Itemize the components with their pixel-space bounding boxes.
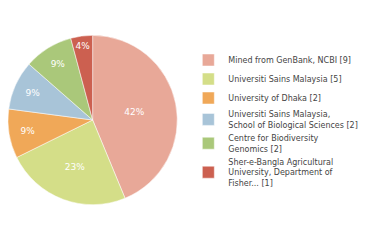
- svg-text:23%: 23%: [65, 162, 85, 172]
- svg-text:Mined from GenBank, NCBI [9]: Mined from GenBank, NCBI [9]: [228, 56, 351, 65]
- svg-text:42%: 42%: [124, 107, 144, 117]
- svg-text:Sher-e-Bangla AgriculturalUniv: Sher-e-Bangla AgriculturalUniversity, De…: [228, 158, 333, 188]
- svg-text:Universiti Sains Malaysia,Scho: Universiti Sains Malaysia,School of Biol…: [228, 110, 358, 129]
- svg-text:9%: 9%: [26, 88, 41, 98]
- svg-text:University of Dhaka [2]: University of Dhaka [2]: [228, 94, 321, 103]
- svg-text:Universiti Sains Malaysia [5]: Universiti Sains Malaysia [5]: [228, 75, 341, 84]
- svg-text:4%: 4%: [76, 41, 91, 51]
- svg-text:Centre for BiodiversityGenomic: Centre for BiodiversityGenomics [2]: [228, 134, 318, 153]
- svg-text:9%: 9%: [21, 126, 36, 136]
- svg-text:9%: 9%: [51, 59, 66, 69]
